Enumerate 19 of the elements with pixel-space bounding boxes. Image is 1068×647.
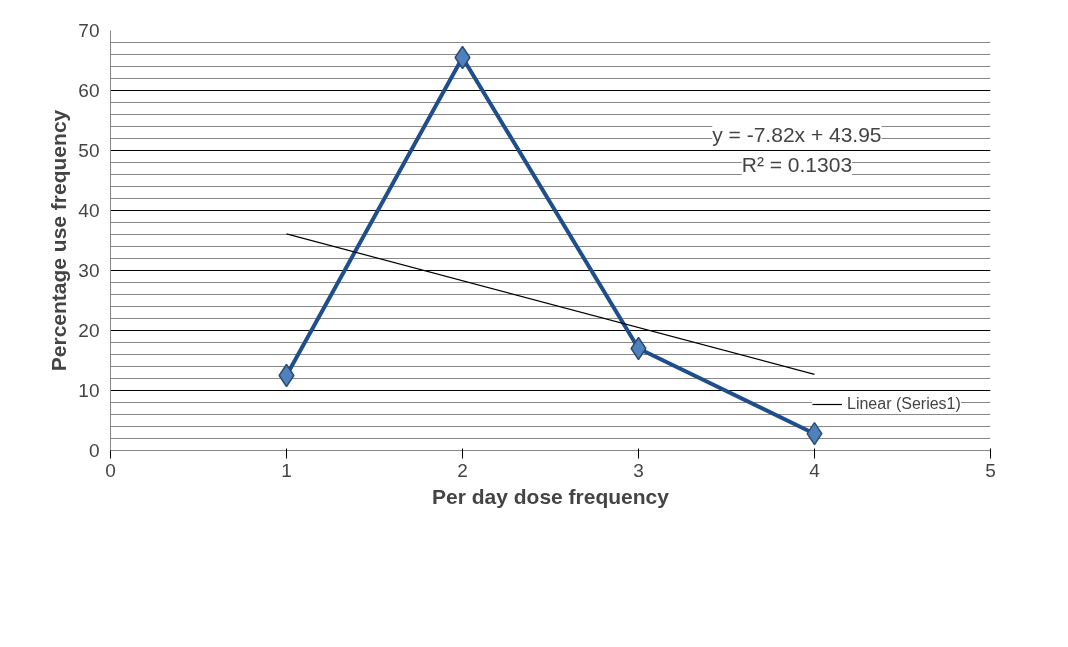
x-tick-label: 5 bbox=[985, 459, 996, 481]
y-tick-label: 30 bbox=[78, 260, 100, 281]
y-tick-label: 40 bbox=[78, 200, 100, 221]
y-tick-label: 0 bbox=[88, 440, 100, 461]
x-tick-label: 4 bbox=[809, 459, 821, 481]
y-tick-label: 10 bbox=[78, 380, 100, 401]
y-tick-label: 50 bbox=[78, 140, 100, 161]
y-tick-label: 70 bbox=[78, 20, 100, 41]
x-tick-label: 2 bbox=[457, 459, 468, 481]
y-tick-label: 20 bbox=[78, 320, 100, 341]
y-tick-label: 60 bbox=[78, 80, 100, 101]
x-tick-label: 3 bbox=[633, 459, 644, 481]
y-axis-title: Percentage use frequency bbox=[47, 109, 71, 372]
x-axis-title: Per day dose frequency bbox=[432, 484, 670, 508]
annotation: R² = 0.1303 bbox=[741, 153, 853, 177]
x-tick-label: 1 bbox=[281, 459, 292, 481]
legend-label: Linear (Series1) bbox=[847, 395, 961, 413]
annotation: y = -7.82x + 43.95 bbox=[712, 123, 882, 147]
x-tick-label: 0 bbox=[105, 459, 116, 481]
